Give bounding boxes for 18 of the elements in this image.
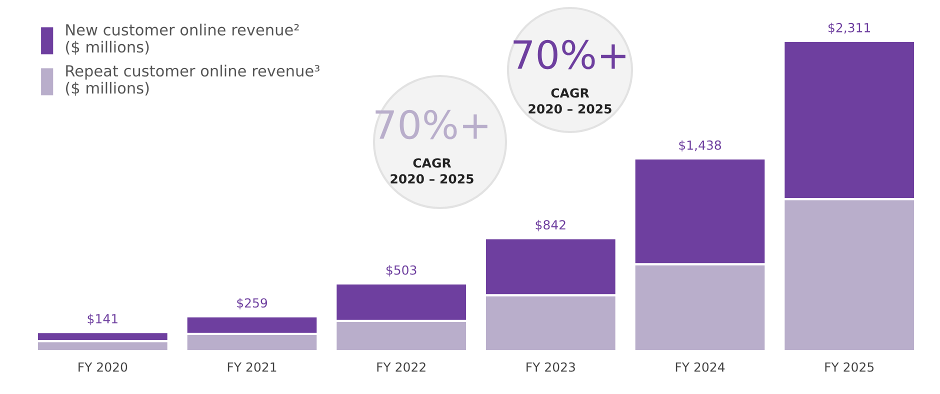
- annotation: 70%+: [376, 110, 488, 140]
- annotation: 70%+: [514, 40, 626, 70]
- x-tick-label: FY 2022: [377, 362, 426, 372]
- annotation: $2,311: [828, 22, 870, 34]
- x-tick-label: FY 2021: [228, 362, 276, 372]
- annotation: CAGR 2020 – 2025: [528, 88, 612, 114]
- annotation: $842: [536, 220, 566, 232]
- x-tick-label: FY 2023: [526, 362, 575, 372]
- annotation: $141: [88, 314, 118, 326]
- legend-label: New customer online revenue² ($ millions): [66, 24, 299, 55]
- annotation: $259: [237, 298, 268, 310]
- x-tick-label: FY 2020: [78, 362, 128, 372]
- x-tick-label: FY 2025: [825, 362, 874, 372]
- annotation: $1,438: [679, 140, 722, 152]
- x-tick-label: FY 2024: [676, 362, 725, 372]
- legend-label: Repeat customer online revenue³ ($ millions): [66, 64, 320, 96]
- annotation: $503: [386, 265, 416, 276]
- annotation: CAGR 2020 – 2025: [390, 158, 474, 184]
